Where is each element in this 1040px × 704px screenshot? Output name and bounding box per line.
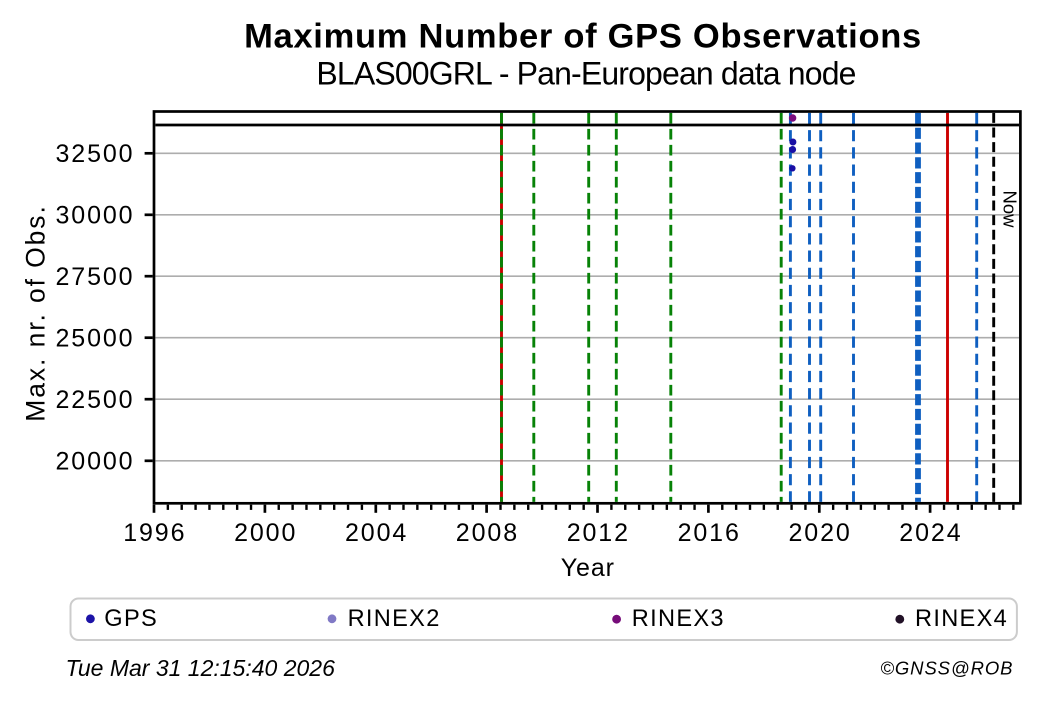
- svg-text:RINEX2: RINEX2: [348, 606, 441, 632]
- svg-text:Now: Now: [1000, 191, 1021, 229]
- svg-text:1996: 1996: [123, 519, 186, 547]
- svg-text:2008: 2008: [456, 519, 519, 547]
- svg-text:25000: 25000: [55, 324, 134, 352]
- svg-text:2000: 2000: [234, 519, 297, 547]
- svg-text:Year: Year: [561, 554, 615, 582]
- svg-text:2024: 2024: [899, 519, 962, 547]
- svg-text:Max. nr. of Obs.: Max. nr. of Obs.: [21, 204, 51, 421]
- svg-text:Maximum Number of GPS Observat: Maximum Number of GPS Observations: [244, 18, 922, 56]
- svg-text:RINEX4: RINEX4: [915, 606, 1008, 632]
- svg-text:32500: 32500: [55, 140, 134, 168]
- svg-text:20000: 20000: [55, 447, 134, 475]
- svg-text:2012: 2012: [567, 519, 630, 547]
- svg-text:BLAS00GRL - Pan-European data: BLAS00GRL - Pan-European data node: [316, 55, 855, 91]
- svg-text:30000: 30000: [55, 201, 134, 229]
- svg-text:2020: 2020: [788, 519, 851, 547]
- svg-text:RINEX3: RINEX3: [632, 606, 725, 632]
- svg-text:2016: 2016: [678, 519, 741, 547]
- svg-text:2004: 2004: [345, 519, 408, 547]
- svg-text:27500: 27500: [55, 263, 134, 291]
- svg-text:©GNSS@ROB: ©GNSS@ROB: [880, 658, 1013, 679]
- svg-text:Tue Mar 31 12:15:40 2026: Tue Mar 31 12:15:40 2026: [66, 655, 336, 681]
- svg-text:GPS: GPS: [104, 606, 158, 632]
- svg-text:22500: 22500: [55, 386, 134, 414]
